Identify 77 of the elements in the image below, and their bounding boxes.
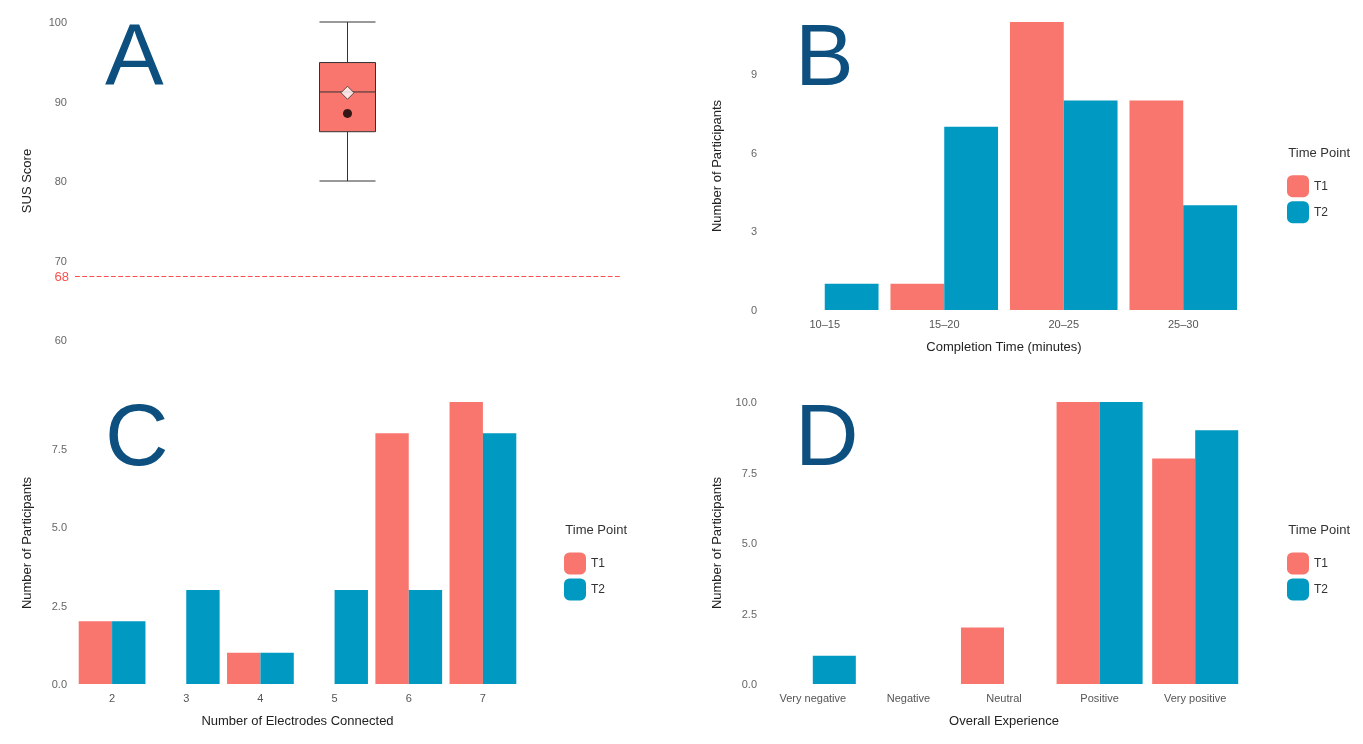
legend-label: T2 [1314, 205, 1329, 220]
x-tick-label: 15–20 [928, 317, 960, 330]
legend-label: T1 [1314, 179, 1329, 194]
x-tick-label: 6 [405, 691, 412, 704]
x-tick-label: 4 [257, 691, 264, 704]
bar [1195, 430, 1239, 684]
x-tick-label: Very negative [779, 691, 847, 704]
y-tick-label: 5.0 [51, 521, 67, 534]
bar [960, 627, 1004, 684]
legend-label: T1 [1314, 556, 1329, 571]
y-tick-label: 60 [54, 334, 67, 346]
y-tick-label: 2.5 [741, 607, 757, 620]
y-axis-title: Number of Participants [709, 476, 724, 610]
y-axis-title: Number of Participants [19, 476, 34, 610]
bar [112, 621, 146, 684]
y-axis-title: SUS Score [19, 148, 34, 214]
bar [812, 655, 856, 684]
bar [375, 433, 409, 684]
x-tick-label: 7 [479, 691, 486, 704]
bar [334, 590, 368, 684]
bar [186, 590, 220, 684]
legend-title: Time Point [1288, 522, 1351, 538]
bar [1099, 402, 1143, 684]
chart-title: C [105, 384, 169, 484]
bar [1129, 100, 1184, 310]
legend-title: Time Point [565, 522, 628, 538]
bar [1056, 402, 1100, 684]
bar [824, 283, 879, 310]
bar [1009, 22, 1064, 310]
bar [1063, 100, 1118, 310]
x-tick-label: Negative [886, 691, 931, 704]
chart-title: A [105, 4, 164, 104]
y-tick-label: 10.0 [735, 396, 757, 408]
bar [78, 621, 113, 684]
x-axis-title: Number of Electrodes Connected [201, 713, 394, 728]
ref-line-label: 68 [54, 268, 69, 284]
y-tick-label: 3 [750, 225, 757, 238]
x-tick-label: Positive [1080, 691, 1119, 704]
chart-title: B [795, 4, 854, 104]
y-tick-label: 9 [750, 68, 757, 81]
bar [449, 402, 483, 684]
legend-title: Time Point [1288, 144, 1351, 160]
y-tick-label: 2.5 [51, 599, 67, 612]
legend-label: T2 [591, 582, 606, 597]
x-tick-label: 5 [331, 691, 338, 704]
legend-label: T1 [591, 556, 606, 571]
y-tick-label: 100 [48, 16, 67, 28]
y-tick-label: 0 [750, 304, 757, 316]
bar [1183, 205, 1238, 310]
bar [260, 652, 294, 684]
y-tick-label: 0.0 [51, 678, 67, 690]
x-tick-label: 3 [183, 691, 190, 704]
bar [482, 433, 517, 684]
y-tick-label: 7.5 [51, 443, 67, 455]
bar [944, 126, 999, 310]
legend-label: T2 [1314, 582, 1329, 597]
chart-title: D [795, 384, 859, 484]
y-tick-label: 7.5 [741, 466, 757, 479]
y-axis-title: Number of Participants [709, 99, 724, 233]
y-tick-label: 80 [54, 175, 67, 187]
x-tick-label: 25–30 [1167, 317, 1199, 330]
bar [890, 283, 945, 310]
y-tick-label: 0.0 [741, 678, 757, 690]
bar [1152, 458, 1196, 684]
y-tick-label: 90 [54, 95, 67, 108]
x-tick-label: Neutral [986, 691, 1022, 704]
y-tick-label: 6 [750, 146, 757, 159]
x-axis-title: Overall Experience [949, 713, 1059, 728]
bar [408, 590, 443, 684]
bar [227, 652, 261, 684]
y-tick-label: 70 [54, 254, 67, 267]
x-tick-label: 20–25 [1048, 317, 1080, 330]
y-tick-label: 5.0 [741, 537, 757, 549]
x-tick-label: 2 [109, 691, 116, 704]
x-tick-label: 10–15 [809, 317, 841, 330]
x-tick-label: Very positive [1164, 691, 1227, 704]
x-axis-title: Completion Time (minutes) [926, 339, 1082, 354]
